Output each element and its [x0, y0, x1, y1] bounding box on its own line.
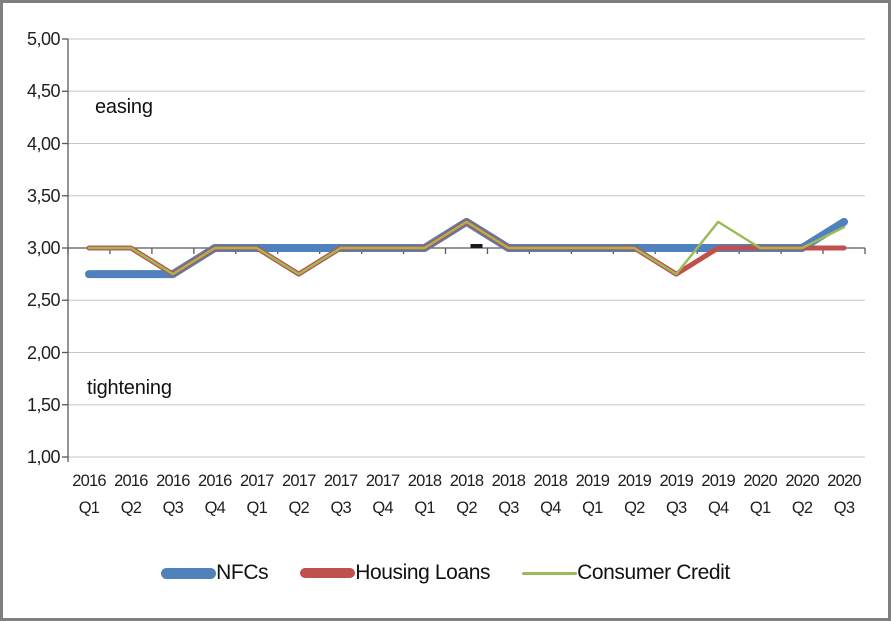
x-tick-label: 2016 Q2: [109, 468, 153, 522]
x-tick-year: 2017: [281, 472, 316, 490]
x-tick-label: 2016 Q3: [151, 468, 195, 522]
axis-dash-mark: [470, 244, 483, 248]
x-tick-quarter: Q3: [666, 499, 687, 517]
x-tick-quarter: Q2: [624, 499, 645, 517]
x-tick-quarter: Q3: [162, 499, 184, 517]
tightening-annotation: tightening: [87, 377, 172, 399]
x-tick-quarter: Q4: [372, 499, 393, 517]
legend-swatch-line-icon: [522, 571, 578, 575]
y-tick-label: 1,00: [26, 447, 61, 467]
x-tick-year: 2018: [449, 472, 484, 490]
x-tick-label: 2019 Q2: [612, 468, 656, 522]
x-tick-label: 2019 Q1: [570, 468, 614, 522]
x-tick-year: 2016: [114, 472, 148, 490]
x-tick-label: 2018 Q2: [445, 468, 489, 522]
x-tick-label: 2017 Q3: [319, 468, 363, 522]
x-tick-quarter: Q1: [582, 499, 603, 517]
y-tick-label: 2,00: [26, 342, 61, 363]
y-tick-label: 4,50: [26, 81, 61, 102]
x-tick-quarter: Q1: [78, 499, 100, 517]
x-tick-year: 2020: [743, 472, 777, 490]
x-tick-year: 2018: [407, 472, 442, 490]
x-tick-label: 2020 Q2: [780, 468, 824, 522]
x-tick-label: 2018 Q3: [486, 468, 530, 522]
x-tick-quarter: Q2: [120, 499, 142, 517]
x-tick-year: 2016: [198, 472, 232, 490]
x-tick-year: 2018: [491, 472, 526, 490]
x-tick-quarter: Q3: [833, 499, 855, 517]
legend-item-nfcs: NFCs: [161, 561, 269, 585]
x-tick-label: 2017 Q2: [277, 468, 321, 522]
x-tick-quarter: Q1: [749, 499, 771, 517]
legend-label: NFCs: [216, 561, 269, 584]
x-tick-label: 2017 Q4: [361, 468, 405, 522]
x-tick-label: 2017 Q1: [235, 468, 279, 522]
x-tick-year: 2019: [617, 472, 652, 490]
x-tick-quarter: Q2: [288, 499, 309, 517]
x-tick-label: 2016 Q1: [67, 468, 111, 522]
x-tick-label: 2019 Q3: [654, 468, 698, 522]
x-tick-quarter: Q1: [414, 499, 435, 517]
x-tick-quarter: Q2: [791, 499, 813, 517]
x-tick-year: 2020: [785, 472, 819, 490]
legend-label: Housing Loans: [355, 561, 491, 584]
x-tick-label: 2020 Q3: [822, 468, 866, 522]
legend-swatch-line-icon: [161, 567, 217, 579]
x-tick-year: 2017: [323, 472, 358, 490]
x-tick-year: 2018: [533, 472, 568, 490]
x-tick-label: 2019 Q4: [696, 468, 740, 522]
x-tick-quarter: Q4: [540, 499, 561, 517]
x-tick-year: 2017: [239, 472, 274, 490]
x-tick-quarter: Q4: [707, 499, 729, 517]
x-tick-year: 2020: [827, 472, 861, 490]
plot-area: 5,00 4,50 4,00 3,50 3,00 2,50 2,00 1,50 1,00 201…: [3, 3, 888, 618]
legend-item-housing-loans: Housing Loans: [300, 561, 491, 585]
x-tick-year: 2017: [365, 472, 400, 490]
y-tick-label: 3,00: [26, 238, 61, 258]
line-chart: [62, 38, 866, 462]
x-tick-label: 2016 Q4: [193, 468, 237, 522]
x-tick-year: 2019: [701, 472, 735, 490]
x-tick-quarter: Q4: [204, 499, 226, 517]
legend-label: Consumer Credit: [577, 561, 730, 584]
x-tick-label: 2018 Q4: [528, 468, 572, 522]
y-tick-label: 1,50: [26, 394, 61, 415]
legend-swatch-line-icon: [300, 568, 356, 578]
y-tick-label: 4,00: [26, 133, 61, 154]
x-tick-year: 2016: [156, 472, 190, 490]
easing-annotation: easing: [95, 96, 153, 118]
y-tick-label: 3,50: [26, 185, 61, 206]
x-tick-quarter: Q2: [456, 499, 477, 517]
legend: NFCs Housing Loans Consumer Credit: [3, 561, 888, 585]
x-tick-label: 2020 Q1: [738, 468, 782, 522]
x-tick-quarter: Q1: [246, 499, 268, 517]
series-line-consumer-credit: [87, 220, 846, 276]
y-tick-label: 2,50: [26, 290, 61, 311]
x-tick-year: 2016: [72, 472, 106, 490]
x-tick-quarter: Q3: [330, 499, 351, 517]
x-tick-quarter: Q3: [498, 499, 519, 517]
x-tick-label: 2018 Q1: [403, 468, 447, 522]
legend-item-consumer-credit: Consumer Credit: [522, 561, 730, 585]
x-tick-year: 2019: [659, 472, 693, 490]
y-tick-label: 5,00: [26, 29, 61, 49]
x-tick-year: 2019: [575, 472, 610, 490]
